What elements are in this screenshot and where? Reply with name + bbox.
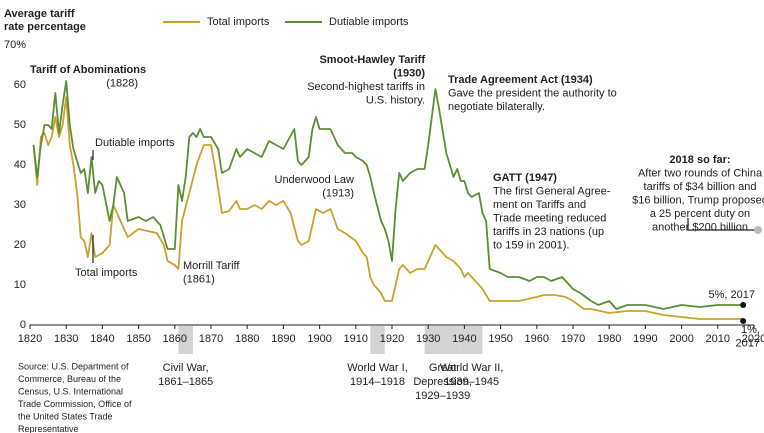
period-label: Civil War, <box>163 362 209 374</box>
period-label: World War I, <box>347 362 408 374</box>
period-band <box>424 326 461 354</box>
annotation-leader <box>687 218 758 231</box>
series-line <box>32 80 744 310</box>
annotation-text: Second-highest tariffs in <box>307 81 425 93</box>
end-point <box>740 318 747 324</box>
annotation-text: Underwood Law <box>275 174 355 186</box>
annotation-text: (1828) <box>106 77 138 89</box>
annotation-title: 2018 so far: <box>669 154 730 166</box>
x-tick-label: 1950 <box>488 333 512 345</box>
x-tick-label: 1820 <box>18 333 42 345</box>
x-tick-label: 1890 <box>271 333 295 345</box>
annotation-text: to 159 in 2001). <box>493 239 569 251</box>
annotation-text: After two rounds of China <box>638 167 763 179</box>
period-label: 1914–1918 <box>350 376 405 388</box>
x-tick-label: 2000 <box>669 333 693 345</box>
x-tick-label: 1980 <box>597 333 621 345</box>
annotation-text: tariffs in 23 nations (up <box>493 226 604 238</box>
y-tick-label: 50 <box>14 119 26 131</box>
x-tick-label: 1960 <box>525 333 549 345</box>
y-tick-label: 40 <box>14 159 26 171</box>
legend-label: Dutiable imports <box>329 16 409 28</box>
x-tick-label: 1910 <box>344 333 368 345</box>
annotation-text: Total imports <box>75 267 138 279</box>
x-tick-label: 1900 <box>307 333 331 345</box>
annotation-text: 5%, 2017 <box>709 289 755 301</box>
period-label: 1861–1865 <box>158 376 213 388</box>
y-tick-label: 20 <box>14 239 26 251</box>
source-note: the United States Trade <box>18 411 113 421</box>
x-tick-label: 1930 <box>416 333 440 345</box>
y-tick-label: 70% <box>4 39 26 51</box>
y-axis-title: rate percentage <box>4 21 86 33</box>
legend-label: Total imports <box>207 16 270 28</box>
annotation-title: Trade Agreement Act (1934) <box>448 74 593 86</box>
source-note: Commerce, Bureau of the <box>18 374 121 384</box>
x-tick-label: 1840 <box>90 333 114 345</box>
x-tick-label: 1870 <box>199 333 223 345</box>
annotation-text: Gave the president the authority to <box>448 87 617 99</box>
period-label: Depression, <box>413 376 472 388</box>
end-point <box>740 302 747 308</box>
annotation-title: GATT (1947) <box>493 172 557 184</box>
annotation-title: Smoot-Hawley Tariff <box>319 54 425 66</box>
series-line <box>32 96 744 320</box>
annotation-text: tariffs of $34 billion and <box>644 181 757 193</box>
annotation-text: Morrill Tariff <box>183 260 240 272</box>
x-tick-label: 1830 <box>54 333 78 345</box>
x-tick-label: 1880 <box>235 333 259 345</box>
annotation-text: (1913) <box>322 187 354 199</box>
y-tick-label: 30 <box>14 199 26 211</box>
x-tick-label: 1970 <box>561 333 585 345</box>
x-tick-label: 2010 <box>706 333 730 345</box>
source-note: Representative <box>18 424 79 433</box>
annotation-text: The first General Agree- <box>493 185 611 197</box>
annotation-text: 2017 <box>736 337 760 349</box>
source-note: Trade Commission, Office of <box>18 399 132 409</box>
source-note: Source: U.S. Department of <box>18 361 129 371</box>
period-label: 1939–1945 <box>444 376 499 388</box>
annotation-text: Trade meeting reduced <box>493 212 606 224</box>
annotation-text: another $200 billion <box>652 221 748 233</box>
annotation-text: U.S. history. <box>366 94 425 106</box>
annotation-text: Dutiable imports <box>95 137 175 149</box>
y-axis-title: Average tariff <box>4 8 75 20</box>
y-tick-label: 60 <box>14 79 26 91</box>
annotation-text: (1861) <box>183 273 215 285</box>
source-note: Census, U.S. International <box>18 386 123 396</box>
x-tick-label: 1850 <box>126 333 150 345</box>
annotation-text: a 25 percent duty on <box>650 208 750 220</box>
x-tick-label: 2020 <box>742 333 764 345</box>
annotation-dot <box>754 226 762 234</box>
annotation-text: 1%, <box>741 324 760 336</box>
x-tick-label: 1860 <box>163 333 187 345</box>
annotation-title: Tariff of Abominations <box>30 64 146 76</box>
x-tick-label: 1940 <box>452 333 476 345</box>
annotation-text: negotiate bilaterally. <box>448 101 545 113</box>
x-tick-label: 1920 <box>380 333 404 345</box>
y-tick-label: 10 <box>14 279 26 291</box>
y-tick-label: 0 <box>20 319 26 331</box>
period-label: Great <box>429 362 457 374</box>
period-band <box>178 326 193 354</box>
period-band <box>460 326 483 354</box>
annotation-text: ment on Tariffs and <box>493 199 586 211</box>
period-band <box>370 326 385 354</box>
x-tick-label: 1990 <box>633 333 657 345</box>
annotation-text: $16 billion, Trump proposed <box>632 194 764 206</box>
period-label: World War II, <box>440 362 504 374</box>
period-label: 1929–1939 <box>415 390 470 402</box>
annotation-title: (1930) <box>393 67 425 79</box>
